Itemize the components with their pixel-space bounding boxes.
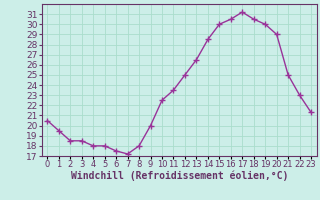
- X-axis label: Windchill (Refroidissement éolien,°C): Windchill (Refroidissement éolien,°C): [70, 171, 288, 181]
